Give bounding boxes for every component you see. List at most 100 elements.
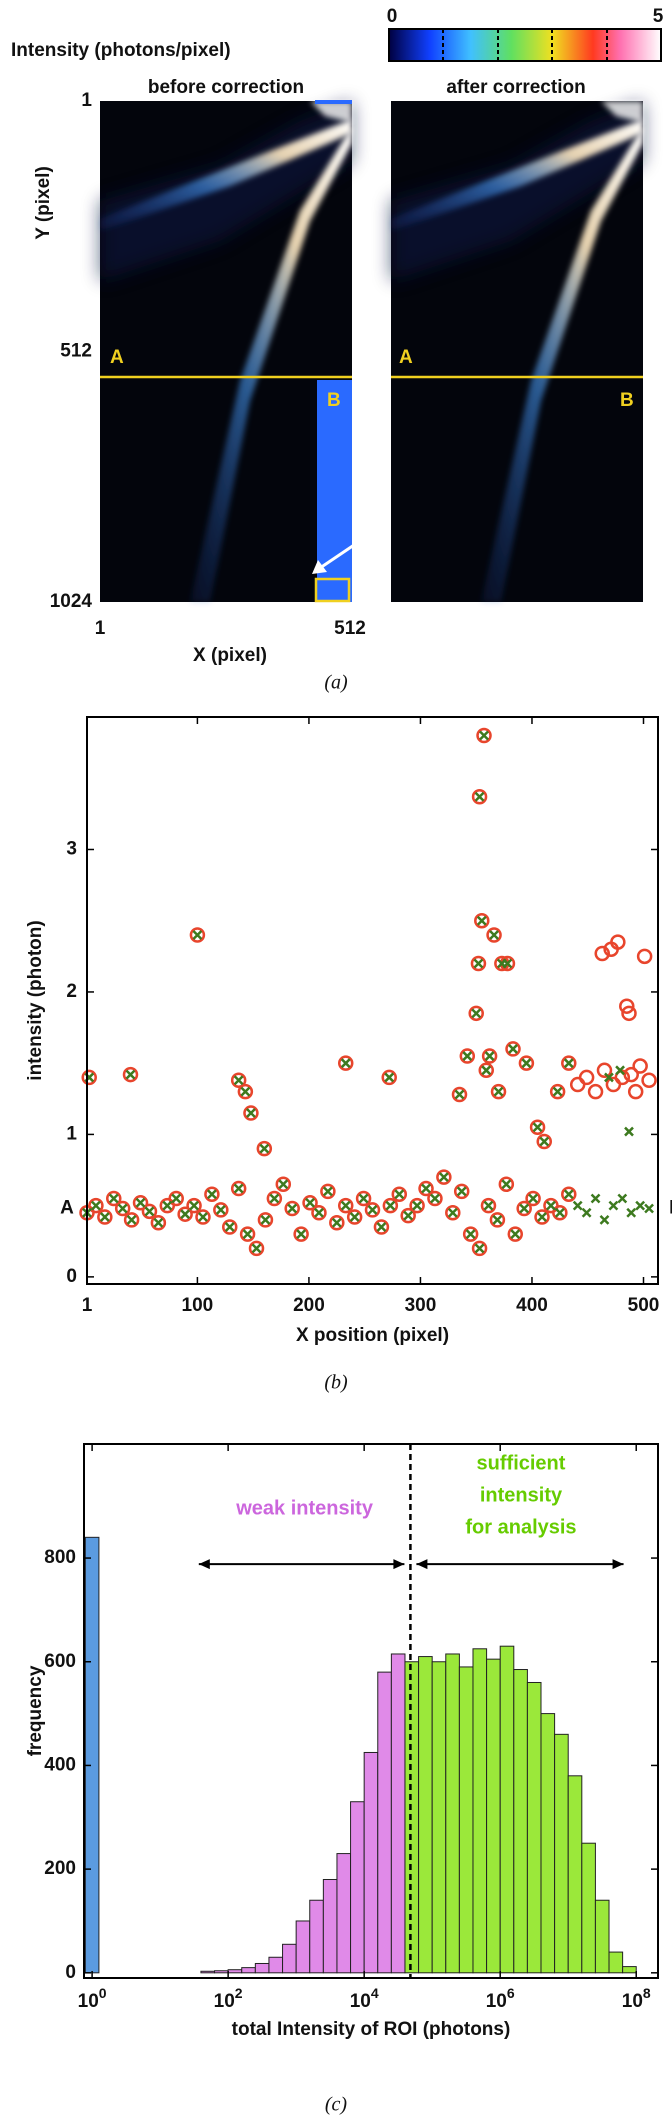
- point: [636, 948, 653, 965]
- point: [572, 1200, 583, 1211]
- point: [641, 1072, 657, 1089]
- y-tick-label: 0: [66, 1266, 77, 1287]
- point: [456, 1186, 467, 1197]
- point: [610, 934, 626, 950]
- point: [534, 1209, 550, 1225]
- point: [453, 1183, 470, 1200]
- point: [132, 1195, 149, 1211]
- bar: [418, 1656, 433, 1974]
- point: [493, 1086, 504, 1097]
- point: [486, 927, 502, 943]
- point: [99, 1212, 110, 1222]
- point: [213, 1202, 229, 1218]
- point: [224, 1222, 235, 1232]
- colorbar-dividers: [442, 29, 608, 61]
- point: [278, 1179, 289, 1190]
- bar: [445, 1653, 460, 1974]
- x-axis-label: total Intensity of ROI (photons): [232, 2019, 511, 2040]
- x-tick-exponent: 0: [99, 1985, 107, 2001]
- panel-a: Intensity (photons/pixel) 0 5 before cor…: [11, 6, 664, 694]
- x-tick-label: 108: [622, 1985, 651, 2012]
- point: [561, 1055, 577, 1071]
- point: [480, 1197, 497, 1214]
- point: [337, 1197, 354, 1214]
- x-tick-base: 10: [622, 1991, 643, 2012]
- x-tick-label: 104: [350, 1985, 379, 2012]
- y-axis-label: Y (pixel): [33, 166, 54, 240]
- bar: [322, 1878, 338, 1974]
- colorbar: [388, 28, 662, 62]
- point: [476, 915, 487, 926]
- point: [207, 1189, 217, 1200]
- point: [596, 1062, 613, 1079]
- x-tick-label: 1: [95, 618, 106, 639]
- point: [382, 1197, 399, 1214]
- point: [331, 1217, 342, 1228]
- colorbar-tick-label: 5: [653, 6, 664, 27]
- point: [563, 1189, 574, 1200]
- point: [454, 1089, 465, 1100]
- point: [192, 930, 203, 940]
- x-tick-label: 500: [628, 1295, 660, 1316]
- point: [144, 1206, 155, 1217]
- point: [569, 1076, 586, 1093]
- point: [346, 1209, 363, 1225]
- line-label: A: [399, 347, 413, 368]
- point: [481, 1065, 492, 1076]
- point: [471, 789, 488, 805]
- point: [561, 1186, 577, 1202]
- y-tick-label: 800: [44, 1547, 76, 1568]
- point: [259, 1143, 270, 1154]
- point: [608, 1200, 619, 1211]
- point: [447, 1207, 458, 1218]
- point: [604, 1072, 614, 1083]
- x-tick-label: 100: [182, 1295, 214, 1316]
- point: [355, 1190, 372, 1207]
- bar: [254, 1962, 270, 1974]
- bar: [295, 1920, 311, 1974]
- point: [266, 1190, 283, 1207]
- point: [498, 1176, 515, 1193]
- point: [239, 1226, 256, 1242]
- point: [462, 1226, 479, 1242]
- y-tick-label: 0: [65, 1962, 76, 1983]
- point: [171, 1193, 182, 1204]
- line-label: B: [620, 390, 634, 411]
- x-tick-label: 400: [516, 1295, 548, 1316]
- point: [337, 1055, 354, 1071]
- point: [122, 1066, 139, 1083]
- point: [489, 1212, 506, 1228]
- bar: [282, 1943, 297, 1974]
- point: [114, 1200, 131, 1217]
- point: [222, 1219, 238, 1235]
- bar: [390, 1653, 406, 1974]
- point: [484, 1051, 495, 1061]
- point: [412, 1200, 422, 1211]
- point: [418, 1180, 434, 1197]
- x-tick-base: 10: [78, 1991, 99, 2012]
- point: [471, 1240, 488, 1257]
- point: [394, 1189, 405, 1200]
- image-title: before correction: [148, 77, 304, 98]
- point: [296, 1229, 307, 1240]
- point: [329, 1214, 345, 1231]
- point: [409, 1197, 425, 1214]
- point: [91, 1200, 101, 1211]
- point: [507, 1226, 523, 1242]
- annotation: weak intensity: [235, 1497, 374, 1519]
- point: [521, 1058, 532, 1069]
- bar: [594, 1899, 610, 1974]
- point: [627, 1083, 644, 1100]
- point: [623, 1066, 639, 1083]
- point: [204, 1186, 220, 1202]
- point: [471, 1008, 482, 1019]
- x-tick-exponent: 2: [235, 1985, 243, 2001]
- point: [510, 1229, 521, 1240]
- annotation: sufficient: [477, 1452, 566, 1474]
- point: [287, 1203, 298, 1214]
- point: [489, 930, 499, 940]
- point: [230, 1072, 247, 1089]
- point: [126, 1215, 137, 1225]
- bar: [363, 1751, 379, 1974]
- point: [168, 1190, 184, 1207]
